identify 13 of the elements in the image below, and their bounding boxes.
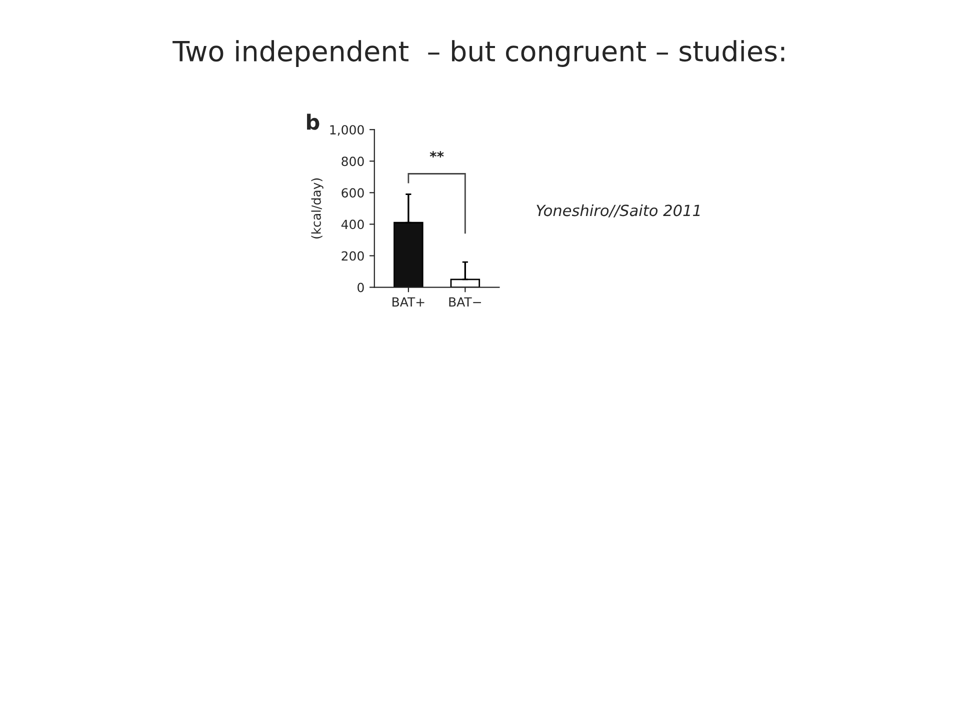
y-tick-label: 800 bbox=[342, 156, 364, 166]
y-tick-label: 400 bbox=[341, 220, 364, 230]
x-tick-label: BAT− bbox=[449, 297, 481, 306]
y-tick-label: 0 bbox=[358, 282, 364, 292]
y-axis-title: (kcal/day) bbox=[311, 178, 324, 238]
y-tick-label: 1,000 bbox=[330, 125, 364, 136]
x-tick-label: BAT+ bbox=[392, 297, 424, 306]
text: Yoneshiro//Saito 2011 bbox=[536, 204, 700, 218]
y-tick-label: 200 bbox=[342, 251, 364, 261]
y-tick-label: 600 bbox=[342, 188, 364, 198]
text: b bbox=[307, 114, 320, 130]
chart-title: Two independent – but congruent – studies: bbox=[172, 40, 784, 67]
annotation: ** bbox=[430, 151, 444, 158]
